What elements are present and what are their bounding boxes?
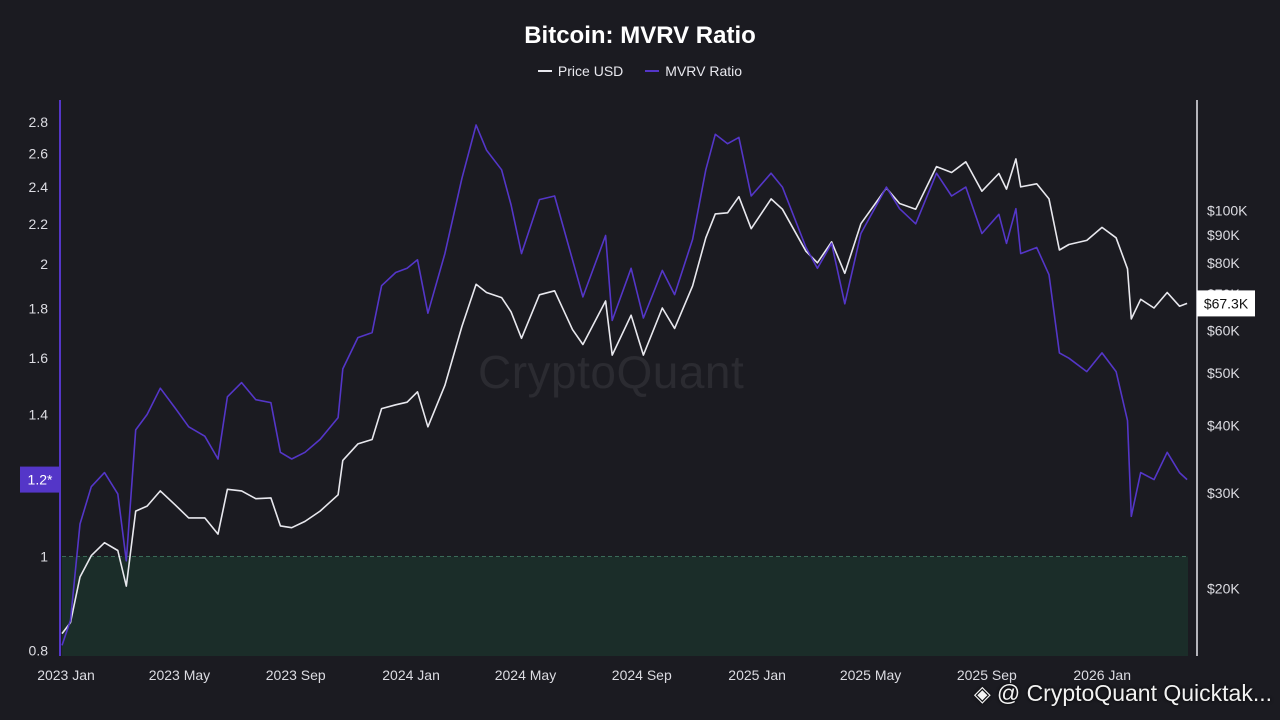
x-tick-label: 2025 May (840, 667, 901, 683)
price-current-badge (1197, 290, 1255, 317)
legend-label-price: Price USD (557, 63, 624, 79)
x-tick-label: 2024 Jan (382, 667, 440, 683)
mvrv-current-label: 1.2* (28, 472, 53, 488)
watermark: CryptoQuant (478, 346, 745, 398)
left-tick-label: 2.2 (29, 216, 49, 232)
x-tick-label: 2025 Sep (957, 667, 1017, 683)
legend-item-mvrv[interactable]: MVRV Ratio (645, 63, 742, 79)
right-tick-label: $80K (1207, 255, 1240, 271)
price-usd-line (61, 158, 1188, 635)
left-tick-label: 2.4 (29, 179, 49, 195)
left-tick-label: 0.8 (29, 643, 49, 659)
right-tick-label: $60K (1207, 322, 1240, 338)
right-tick-label: $50K (1207, 365, 1240, 381)
x-tick-label: 2023 May (149, 667, 210, 683)
x-tick-label: 2024 Sep (612, 667, 672, 683)
right-tick-label: $40K (1207, 418, 1240, 434)
legend-item-price[interactable]: Price USD (537, 63, 624, 79)
price-current-label: $67.3K (1204, 295, 1249, 311)
left-tick-label: 2 (40, 256, 48, 272)
legend-swatch-mvrv (645, 70, 660, 72)
x-tick-label: 2026 Jan (1073, 667, 1131, 683)
legend-swatch-price (537, 70, 552, 72)
binance-logo-icon: ◈ (973, 680, 991, 706)
x-tick-label: 2024 May (495, 667, 556, 683)
right-tick-label: $90K (1207, 227, 1240, 243)
left-tick-label: 2.6 (29, 145, 49, 161)
chart-title: Bitcoin: MVRV Ratio (524, 22, 756, 49)
mvrv-current-badge (20, 466, 60, 493)
left-tick-label: 1.6 (29, 350, 49, 366)
x-tick-label: 2023 Sep (266, 667, 326, 683)
x-tick-label: 2025 Jan (728, 667, 786, 683)
chart-legend: Price USD MVRV Ratio (0, 63, 1280, 79)
left-tick-label: 1.4 (29, 407, 49, 423)
mvrv-ratio-line (61, 124, 1188, 646)
left-tick-label: 2.8 (29, 114, 49, 130)
footer-text: @ CryptoQuant Quicktak... (996, 680, 1272, 706)
legend-label-mvrv: MVRV Ratio (665, 63, 743, 79)
left-tick-label: 1 (40, 549, 48, 565)
right-tick-label: $20K (1207, 580, 1240, 596)
left-tick-label: 1.8 (29, 300, 49, 316)
footer-credit: ◈ @ CryptoQuant Quicktak... (974, 680, 1272, 707)
right-tick-label: $30K (1207, 485, 1240, 501)
right-tick-label: $100K (1207, 202, 1248, 218)
x-tick-label: 2023 Jan (37, 667, 95, 683)
undervalued-zone (62, 556, 1188, 656)
